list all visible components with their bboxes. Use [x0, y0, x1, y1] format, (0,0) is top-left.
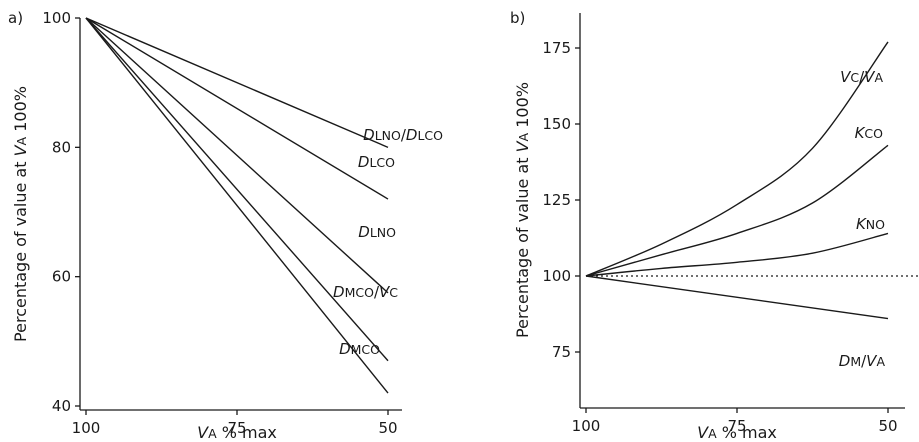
panel-label: a)	[8, 9, 23, 27]
y-tick-label: 100	[542, 267, 571, 285]
y-tick-label: 125	[542, 191, 571, 209]
y-tick-label: 40	[52, 397, 71, 415]
series-line-3	[85, 17, 389, 294]
y-tick-label: 75	[552, 343, 571, 361]
chart-panel-b: b) 75 100 125 150 175 100 75 50 VA % max Percentag…	[510, 9, 918, 442]
series-label-3: KNO	[856, 215, 885, 233]
y-tick-label: 80	[52, 138, 71, 156]
x-tick-label: 75	[727, 417, 746, 435]
series-label-1: DLNO/DLCO	[363, 126, 443, 144]
series-label-4: DMCO/VC	[333, 283, 398, 301]
x-axis-title: VA % max	[197, 423, 277, 442]
series-label-2: KCO	[855, 124, 884, 142]
series-line-2	[85, 17, 389, 200]
series-label-3: DLNO	[358, 223, 396, 241]
x-tick-label: 75	[227, 419, 246, 437]
y-tick-label: 175	[542, 39, 571, 57]
x-tick-label: 50	[878, 417, 897, 435]
series-line-5	[85, 17, 389, 394]
series-label-5: DMCO	[339, 340, 380, 358]
series-label-4: DM/VA	[839, 352, 886, 370]
series-line-1	[85, 17, 389, 148]
series-line-4	[85, 17, 389, 362]
y-axis-title: Percentage of value at VA 100%	[513, 82, 532, 338]
x-axis-title: VA % max	[697, 423, 777, 442]
series-line-3	[585, 232, 889, 277]
series-label-2: DLCO	[358, 153, 395, 171]
series-line-1	[585, 41, 889, 277]
series-line-4	[585, 275, 889, 320]
x-tick-label: 100	[572, 417, 601, 435]
series-line-2	[585, 144, 889, 277]
y-tick-label: 150	[542, 115, 571, 133]
panel-label: b)	[510, 9, 525, 27]
x-tick-label: 50	[378, 419, 397, 437]
y-tick-label: 100	[42, 9, 71, 27]
x-tick-label: 100	[72, 419, 101, 437]
y-axis-title: Percentage of value at VA 100%	[11, 86, 30, 342]
y-tick-label: 60	[52, 268, 71, 286]
series-label-1: VC/VA	[840, 68, 883, 86]
chart-panel-a: a) 40 60 80 100 100 75 50 VA % max Percentage of …	[8, 9, 443, 442]
